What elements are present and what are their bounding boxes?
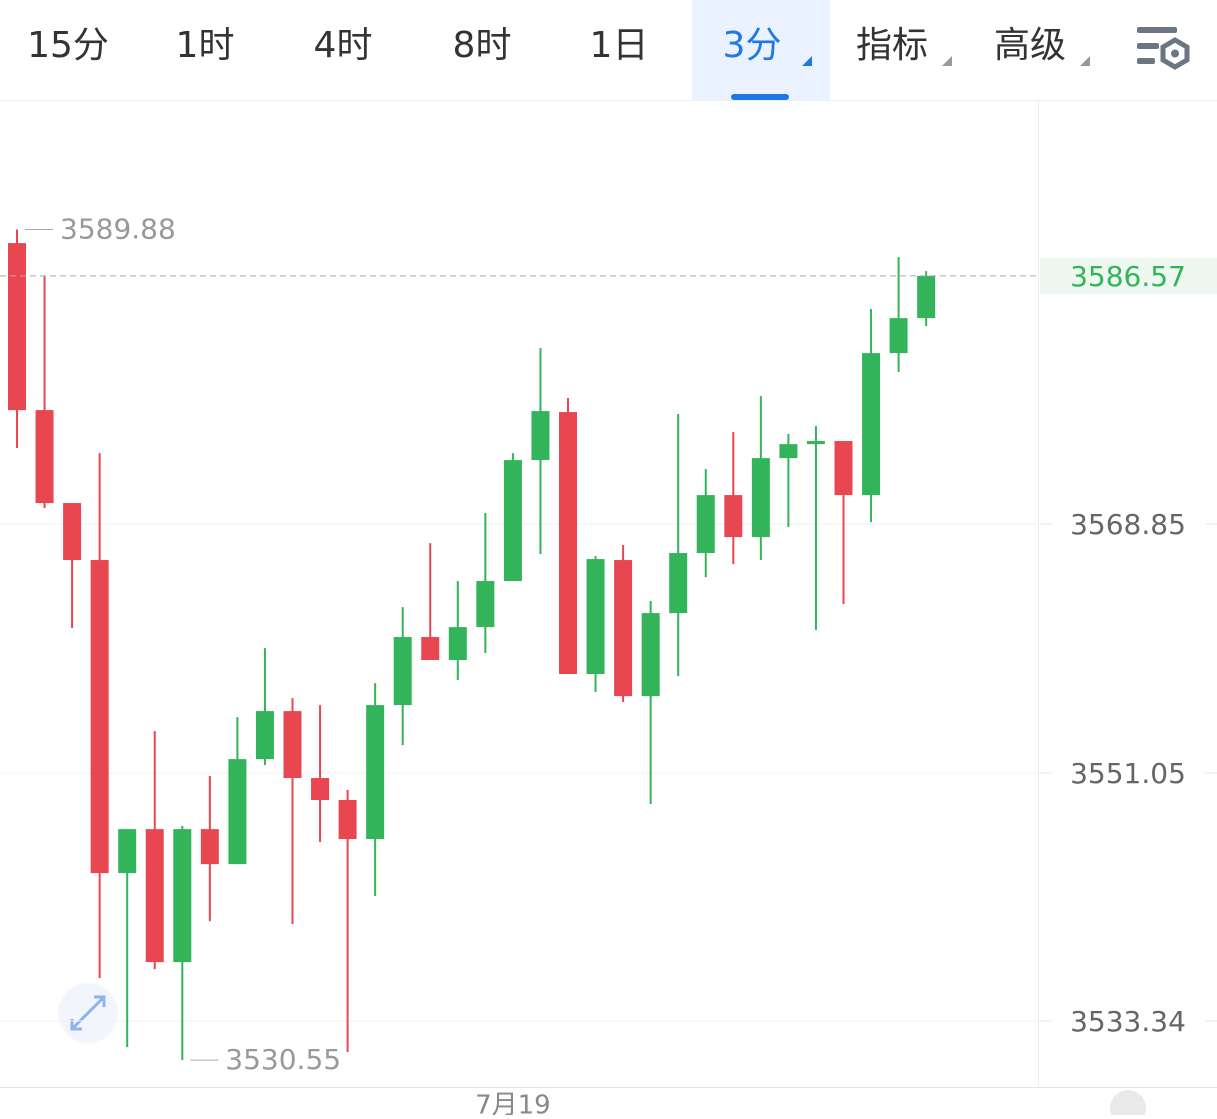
candle-body	[531, 411, 550, 461]
candle-body	[338, 800, 357, 840]
tab-label[interactable]: 8时	[453, 25, 512, 66]
candle-body	[90, 560, 109, 874]
candle-body	[145, 829, 164, 963]
candle-body	[228, 759, 247, 865]
scroll-button[interactable]	[1110, 1090, 1146, 1119]
low-label: 3530.55	[225, 1043, 341, 1076]
icon-hex	[1160, 37, 1190, 70]
active-tab-bg	[692, 0, 830, 100]
tab-label[interactable]: 1日	[590, 25, 649, 66]
candle-body	[311, 778, 330, 800]
expand-icon	[70, 995, 106, 1031]
candle-body	[366, 705, 385, 840]
dropdown-arrow	[942, 56, 952, 66]
dropdown-arrow	[802, 56, 812, 66]
candle-body	[476, 581, 495, 628]
candle-body	[917, 275, 936, 319]
candle-body	[503, 460, 522, 582]
settings-icon[interactable]	[1137, 27, 1190, 70]
candle-body	[8, 243, 26, 411]
tab-label[interactable]: 指标	[856, 25, 928, 66]
candle-body	[779, 444, 798, 459]
candle-body	[173, 829, 192, 963]
candle-body	[696, 495, 715, 554]
candle-body	[283, 711, 302, 779]
y-tick-label: 3568.85	[1070, 508, 1186, 541]
icon-bar	[1137, 43, 1159, 49]
candle-body	[751, 458, 770, 538]
tab-label[interactable]: 1时	[176, 25, 235, 66]
tab-label[interactable]: 4时	[314, 25, 373, 66]
icon-bar	[1137, 27, 1177, 33]
dropdown-arrow	[1080, 56, 1090, 66]
candle-body	[448, 627, 467, 660]
icon-bar	[1137, 58, 1155, 64]
candle-body	[889, 318, 908, 354]
candle-body	[669, 553, 688, 614]
last-price-bg	[1040, 257, 1217, 294]
tab-label[interactable]: 高级	[994, 25, 1066, 66]
fullscreen-button[interactable]	[58, 983, 118, 1043]
y-tick-label: 3533.34	[1070, 1005, 1186, 1038]
candle-body	[421, 637, 440, 660]
candle-body	[393, 637, 412, 706]
y-tick-label: 3551.05	[1070, 757, 1186, 790]
high-label: 3589.88	[60, 213, 176, 246]
candle-body	[200, 829, 219, 865]
last-price-label: 3586.57	[1070, 260, 1186, 293]
candle-body	[724, 495, 743, 538]
icon-dot	[1171, 49, 1179, 58]
candle-body	[614, 560, 633, 697]
candle-body	[35, 410, 54, 504]
candle-body	[559, 412, 577, 674]
candle-body	[586, 559, 605, 674]
tab-label[interactable]: 3分	[723, 25, 782, 66]
tab-label[interactable]: 15分	[27, 25, 109, 66]
candle-body	[641, 613, 660, 697]
candle-body	[255, 711, 274, 760]
candle-body	[834, 441, 853, 496]
candle-body	[63, 503, 82, 561]
candle-body	[862, 353, 881, 496]
x-tick-label: 7月19	[475, 1091, 551, 1116]
candle-body	[806, 441, 825, 445]
active-tab-indicator	[731, 94, 789, 100]
candle-body	[118, 829, 137, 874]
